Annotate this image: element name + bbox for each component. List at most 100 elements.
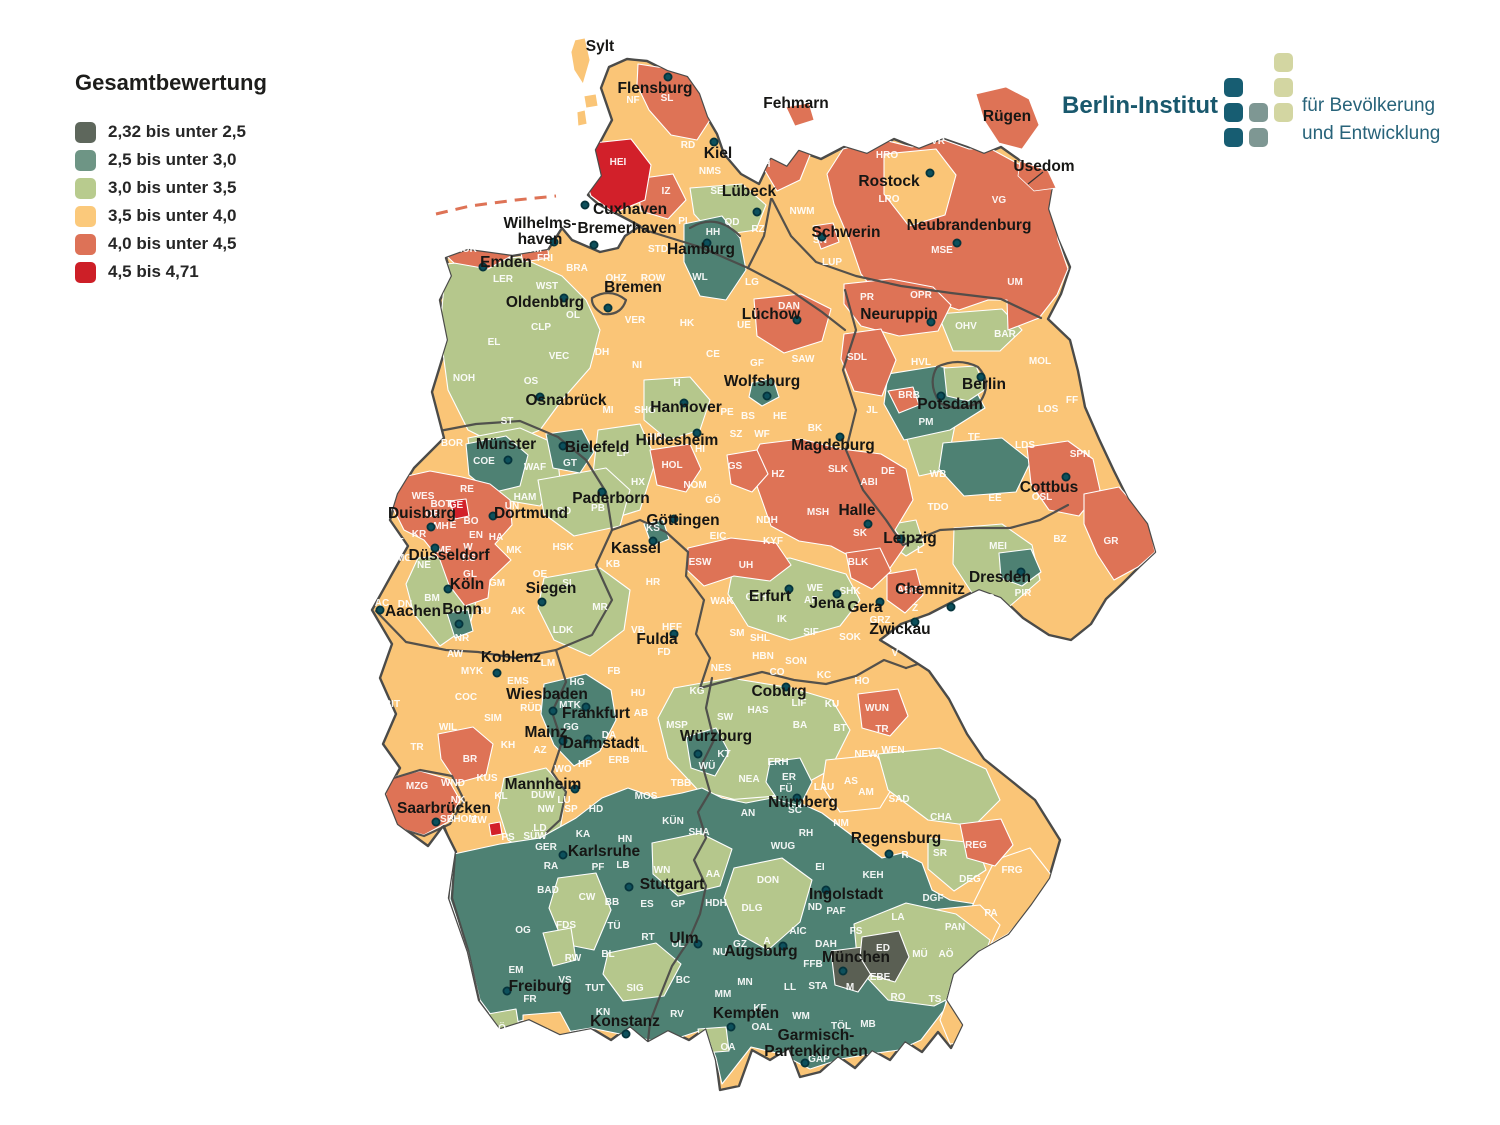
district-code: STA xyxy=(808,981,827,992)
district-code: VS xyxy=(558,975,572,986)
city-label: Siegen xyxy=(526,580,577,597)
district-code: HN xyxy=(618,834,632,845)
city-dot xyxy=(426,522,436,532)
district-code: LDS xyxy=(1015,440,1035,451)
district-code: ERH xyxy=(767,757,788,768)
district-code: LP xyxy=(617,448,630,459)
district-code: SDL xyxy=(847,352,867,363)
district-code: FDS xyxy=(556,920,576,931)
city-label: Leipzig xyxy=(883,530,936,547)
page-title: Gesamtbewertung xyxy=(75,70,267,95)
district-code: HEI xyxy=(610,157,627,168)
city-dot xyxy=(454,619,464,629)
district-code: BC xyxy=(676,975,690,986)
logo-square-olive xyxy=(1274,53,1293,72)
logo-tagline-1: für Bevölkerung xyxy=(1302,95,1436,116)
district-code: TBB xyxy=(671,778,692,789)
district-code: GG xyxy=(563,722,579,733)
region-burgenland xyxy=(845,547,892,590)
district-code: LU xyxy=(557,795,570,806)
district-code: EIC xyxy=(710,531,727,542)
city-label: Regensburg xyxy=(851,830,941,847)
district-code: A xyxy=(763,936,770,947)
district-code: PLÖ xyxy=(727,145,748,158)
region-berlin xyxy=(943,365,987,402)
city-dot xyxy=(580,200,590,210)
legend-swatch xyxy=(75,261,96,283)
district-code: RT xyxy=(641,932,654,943)
district-code: OH xyxy=(756,159,771,170)
district-code: AN xyxy=(741,808,755,819)
district-code: PA xyxy=(984,908,997,919)
city-label: Cuxhaven xyxy=(593,201,667,218)
district-code: CO xyxy=(770,667,785,678)
city-dot xyxy=(549,237,559,247)
district-code: LRO xyxy=(878,194,899,205)
district-code: SHL xyxy=(750,633,770,644)
region-ohv-bar xyxy=(937,308,1023,352)
city-dot xyxy=(537,597,547,607)
city-label: Kiel xyxy=(704,145,732,162)
district-code: VB xyxy=(631,625,645,636)
city-dot xyxy=(443,584,453,594)
district-code: SK xyxy=(853,528,868,539)
island-amrum xyxy=(576,109,588,127)
island-fehmarn xyxy=(785,102,815,127)
city-dot xyxy=(679,398,689,408)
district-code: FS xyxy=(850,926,863,937)
district-code: BOT xyxy=(430,499,451,510)
city-dot xyxy=(693,939,703,949)
district-code: OB xyxy=(426,509,441,520)
legend: 2,32 bis unter 2,5 2,5 bis unter 3,0 3,0 b… xyxy=(75,118,246,286)
legend-label: 4,0 bis unter 4,5 xyxy=(108,234,237,253)
legend-item: 4,0 bis unter 4,5 xyxy=(75,230,246,258)
city-label: Potsdam xyxy=(917,396,982,413)
city-label: Emden xyxy=(480,254,532,271)
district-code: HOL xyxy=(661,460,682,471)
district-code: AS xyxy=(844,776,858,787)
district-code: MR xyxy=(592,602,608,613)
region-harz-boerde xyxy=(749,438,914,572)
district-code: BOR xyxy=(441,438,464,449)
district-code: OHV xyxy=(955,321,977,332)
district-code: LUP xyxy=(822,257,842,268)
city-label: Koblenz xyxy=(481,649,542,666)
region-birkenfeld-kusel xyxy=(437,726,494,784)
region-regen xyxy=(959,818,1014,867)
district-code: HO xyxy=(855,676,870,687)
district-code: WIL xyxy=(439,722,457,733)
district-code: RZ xyxy=(751,224,764,235)
district-code: KB xyxy=(606,559,620,570)
district-code: TÜ xyxy=(607,919,620,932)
state-border xyxy=(904,636,1006,670)
district-code: BRB xyxy=(898,390,920,401)
district-code: ERB xyxy=(608,755,629,766)
district-code: EN xyxy=(469,530,483,541)
district-code: GÖ xyxy=(705,493,721,506)
district-code: AW xyxy=(447,649,464,660)
district-code: HG xyxy=(570,677,585,688)
district-code: SO xyxy=(557,506,572,517)
district-code: GL xyxy=(463,569,477,580)
state-border xyxy=(385,768,466,838)
state-border xyxy=(698,658,908,690)
city-label: Neubrandenburg xyxy=(907,217,1032,234)
district-code: Z xyxy=(912,603,918,614)
district-code: AB xyxy=(634,708,648,719)
district-code: MSH xyxy=(807,507,829,518)
district-code: EI xyxy=(815,862,825,873)
district-code: SPN xyxy=(1070,449,1091,460)
city-label: Gera xyxy=(847,599,883,616)
district-code: WST xyxy=(536,281,558,292)
city-dot xyxy=(875,597,885,607)
district-code: COE xyxy=(473,456,495,467)
district-code: GM xyxy=(489,578,505,589)
state-border xyxy=(770,197,1043,320)
district-code: HK xyxy=(680,318,695,329)
district-code: MÜ xyxy=(912,947,928,960)
district-code: SHA xyxy=(688,827,709,838)
district-code: VEC xyxy=(549,351,570,362)
district-code: MSP xyxy=(666,720,688,731)
city-dot xyxy=(1016,567,1026,577)
district-code: HZ xyxy=(771,469,784,480)
